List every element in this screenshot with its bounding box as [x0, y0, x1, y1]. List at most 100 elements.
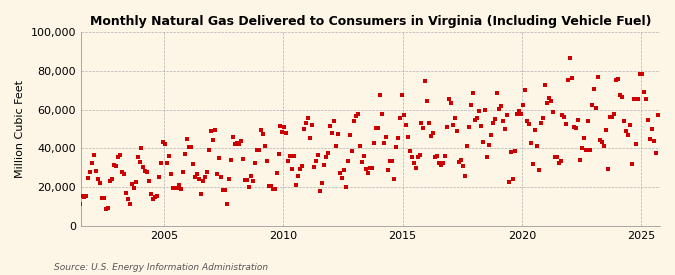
Point — [162, 160, 173, 165]
Point — [506, 150, 516, 155]
Point — [414, 153, 425, 158]
Point — [386, 158, 397, 163]
Point — [579, 136, 590, 141]
Point — [454, 160, 464, 164]
Point — [531, 144, 542, 148]
Point — [240, 178, 250, 182]
Point — [581, 148, 592, 153]
Point — [261, 159, 272, 163]
Point — [559, 115, 570, 119]
Point — [396, 93, 407, 97]
Point — [547, 110, 558, 114]
Point — [444, 97, 455, 102]
Point — [136, 146, 147, 150]
Point — [643, 118, 653, 122]
Point — [595, 138, 605, 142]
Point — [565, 56, 576, 60]
Point — [424, 121, 435, 125]
Point — [377, 112, 387, 116]
Point — [645, 137, 655, 141]
Point — [587, 103, 597, 107]
Point — [168, 186, 179, 191]
Point — [607, 115, 618, 119]
Point — [295, 167, 306, 172]
Point — [249, 161, 260, 166]
Point — [436, 163, 447, 167]
Point — [605, 115, 616, 119]
Point — [297, 164, 308, 168]
Point — [263, 183, 274, 188]
Point — [510, 149, 520, 153]
Point — [150, 194, 161, 199]
Point — [446, 101, 457, 105]
Point — [551, 155, 562, 159]
Point — [450, 116, 460, 120]
Point — [176, 186, 186, 191]
Point — [194, 177, 205, 181]
Point — [327, 131, 338, 136]
Point — [92, 177, 103, 181]
Point — [537, 116, 548, 120]
Point — [468, 91, 479, 95]
Point — [317, 180, 327, 185]
Point — [118, 172, 129, 176]
Point — [172, 185, 183, 190]
Point — [279, 125, 290, 129]
Point — [632, 97, 643, 101]
Point — [529, 128, 540, 132]
Point — [283, 159, 294, 163]
Point — [380, 135, 391, 139]
Point — [319, 163, 329, 167]
Point — [402, 135, 413, 139]
Point — [321, 155, 331, 159]
Point — [504, 180, 514, 185]
Point — [95, 181, 105, 185]
Point — [512, 112, 522, 116]
Point — [615, 93, 626, 97]
Point — [277, 130, 288, 134]
Point — [259, 144, 270, 148]
Point — [517, 103, 528, 107]
Point — [88, 153, 99, 157]
Point — [456, 158, 466, 163]
Point — [533, 168, 544, 172]
Point — [140, 169, 151, 173]
Point — [267, 187, 278, 191]
Point — [170, 185, 181, 190]
Point — [289, 154, 300, 158]
Point — [609, 112, 620, 117]
Point — [90, 169, 101, 174]
Point — [382, 168, 393, 172]
Point — [206, 128, 217, 133]
Point — [291, 183, 302, 188]
Point — [460, 174, 470, 178]
Point — [472, 116, 483, 120]
Point — [348, 119, 359, 123]
Point — [346, 149, 357, 153]
Point — [428, 131, 439, 135]
Point — [563, 78, 574, 82]
Point — [573, 117, 584, 122]
Point — [148, 197, 159, 201]
Point — [483, 143, 494, 147]
Point — [430, 154, 441, 159]
Point — [219, 188, 230, 192]
Point — [388, 177, 399, 181]
Point — [375, 93, 385, 97]
Point — [311, 159, 322, 164]
Point — [434, 161, 445, 165]
Point — [299, 127, 310, 131]
Point — [352, 112, 363, 117]
Point — [497, 119, 508, 123]
Point — [567, 76, 578, 80]
Point — [303, 116, 314, 120]
Point — [223, 177, 234, 181]
Point — [225, 158, 236, 163]
Point — [438, 161, 449, 166]
Point — [103, 206, 113, 211]
Point — [78, 195, 89, 199]
Point — [647, 127, 657, 131]
Point — [293, 174, 304, 179]
Point — [591, 106, 601, 110]
Point — [418, 126, 429, 130]
